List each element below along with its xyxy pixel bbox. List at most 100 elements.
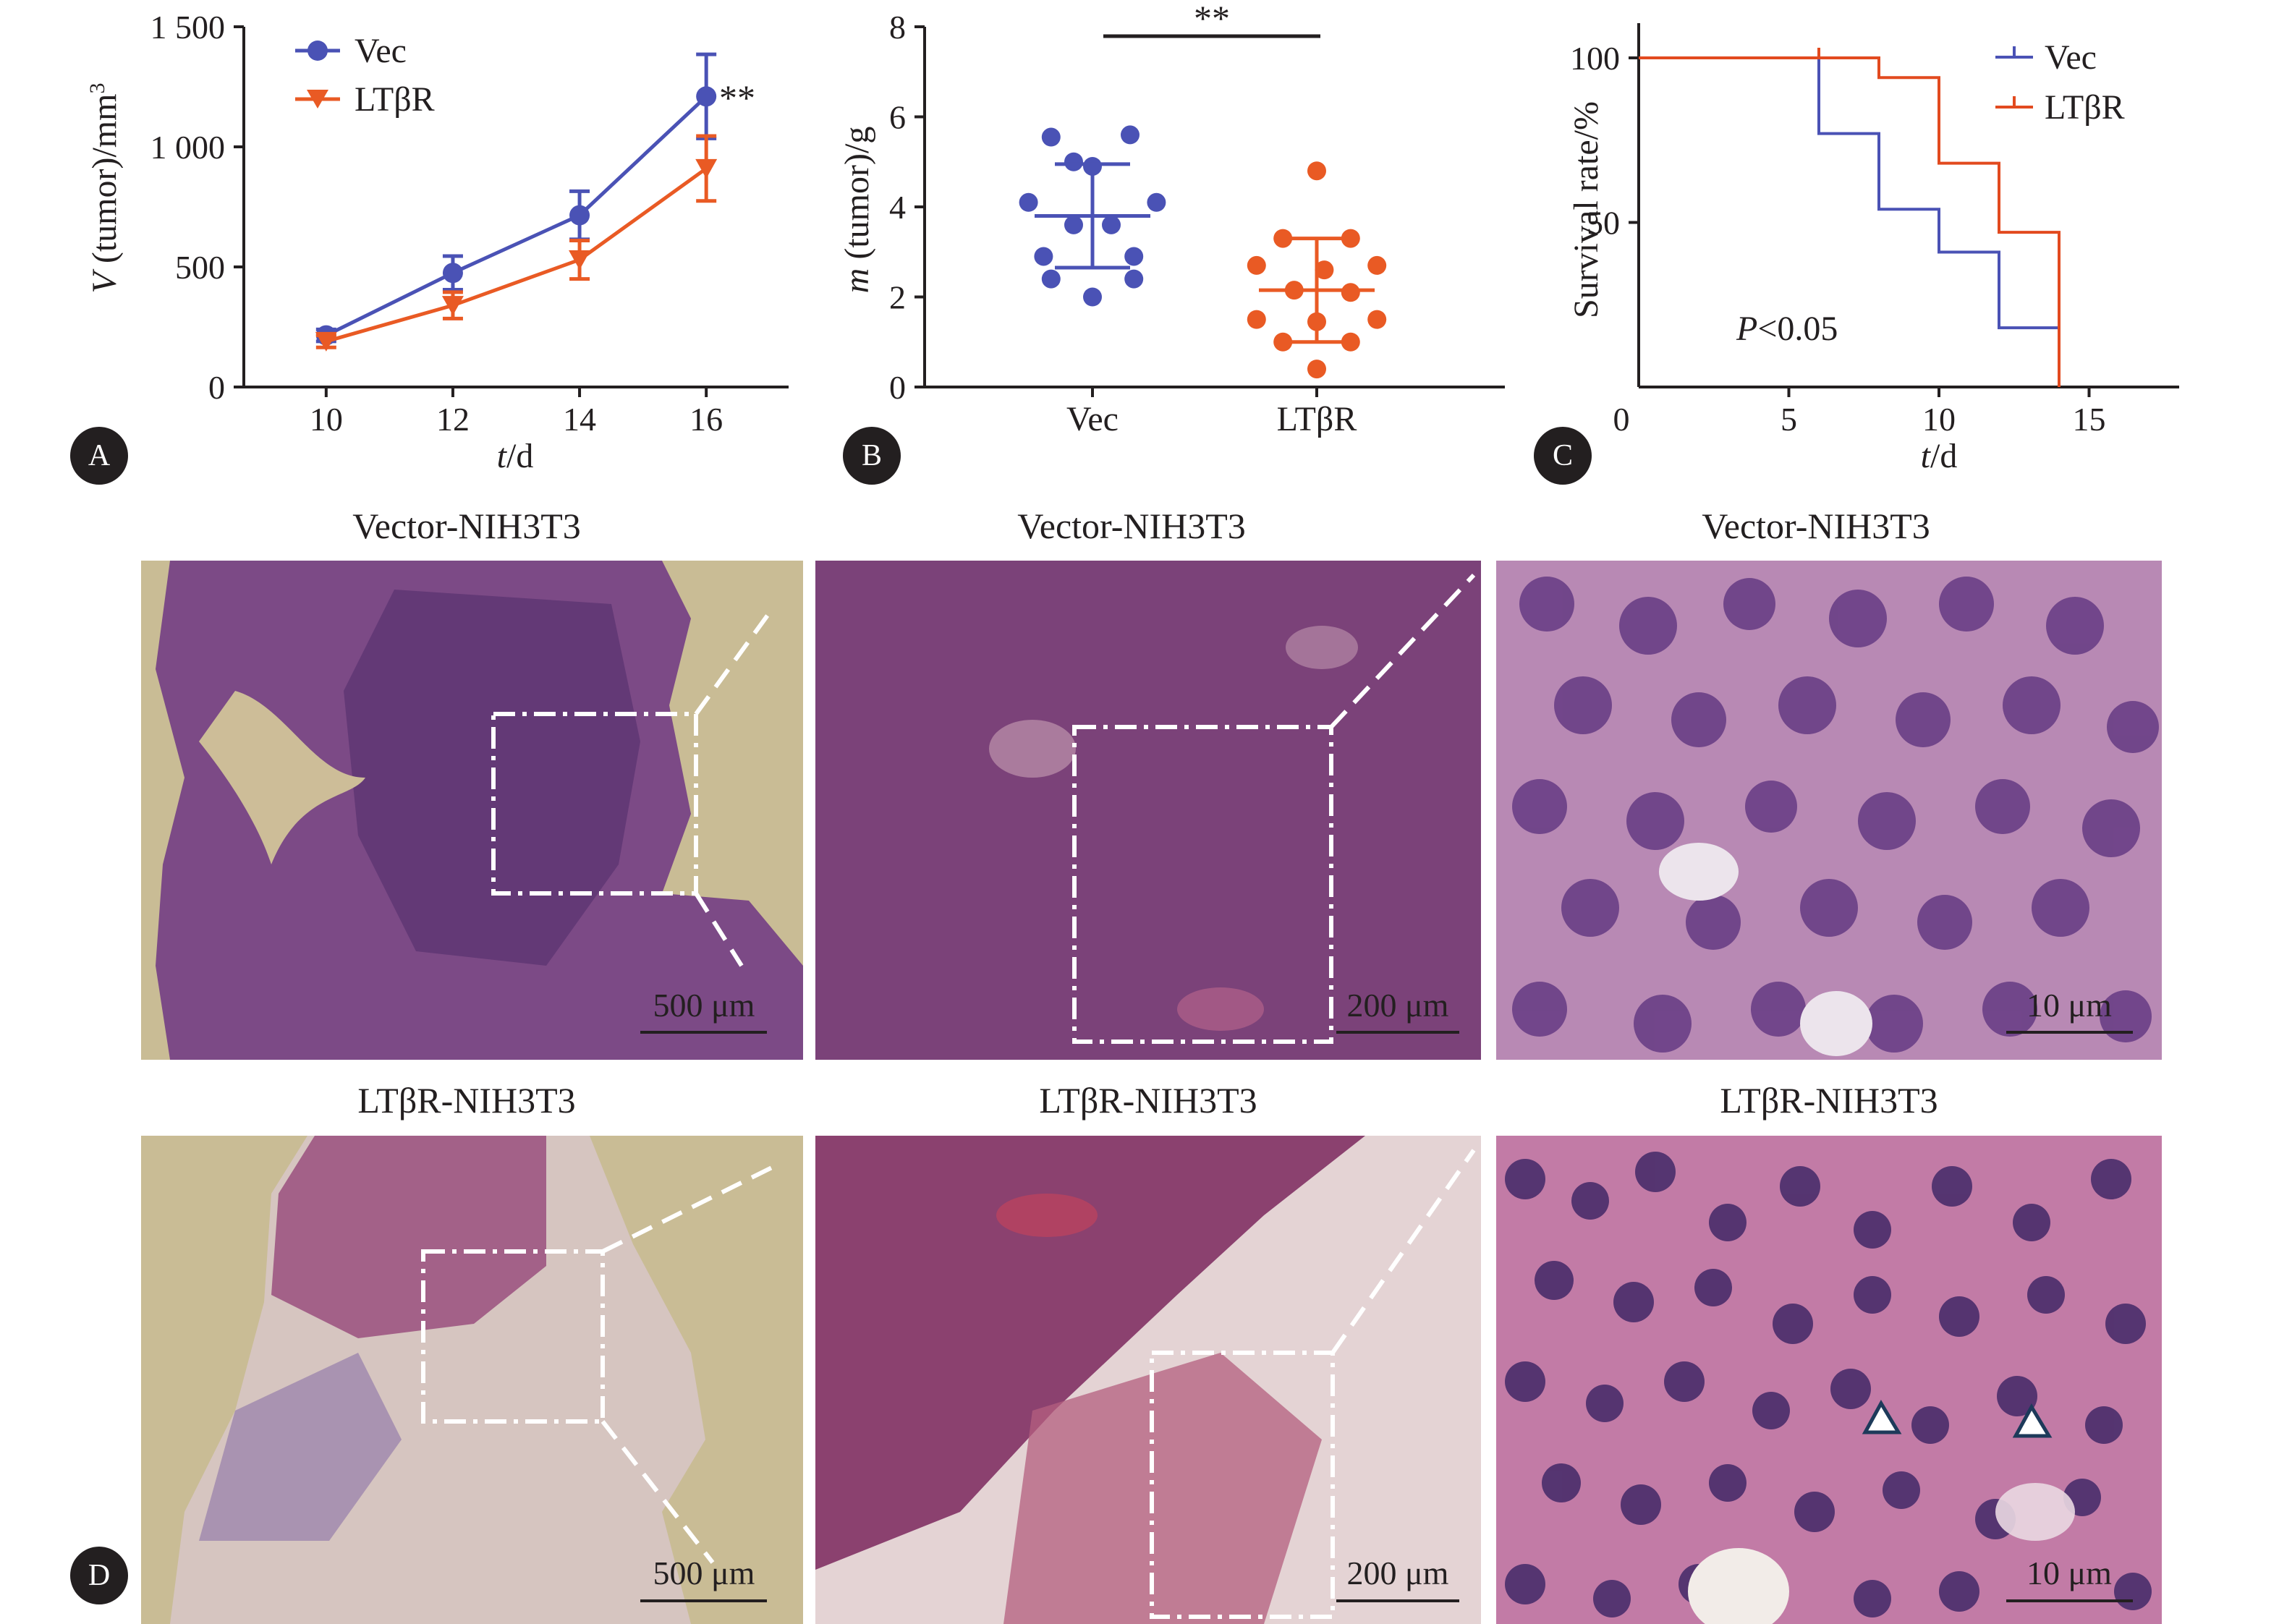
- x-tick-label-b: LTβR: [1277, 400, 1357, 438]
- scale-label: 10 μm: [2027, 1555, 2112, 1591]
- x-tick-label-c: 10: [1922, 401, 1956, 438]
- data-point-vec: [1064, 152, 1083, 171]
- x-tick-label-b: Vec: [1066, 400, 1119, 438]
- x-tick-label-a: 14: [563, 401, 596, 438]
- zoom-line-bottom: [694, 892, 744, 967]
- y-tick-label-a: 0: [208, 369, 225, 406]
- scale-label: 500 μm: [653, 987, 755, 1024]
- ylabel-a: V (tumor)/mm3: [85, 83, 124, 294]
- xlabel-a: t/d: [497, 437, 534, 475]
- pvalue-c: P<0.05: [1736, 310, 1838, 348]
- y-tick-label-b: 2: [889, 279, 906, 316]
- panel-label-d: D: [70, 1547, 128, 1604]
- significance-b: **: [1194, 0, 1230, 38]
- micrograph-vector-mid: 200 μm: [815, 561, 1481, 1060]
- data-point-vec: [696, 86, 717, 107]
- data-point-ltbr: [1307, 161, 1326, 181]
- survival-curve-ltbr: [1639, 56, 2061, 387]
- zoom-line-top: [694, 610, 773, 715]
- panel-label-a: A: [70, 427, 128, 485]
- data-point-vec: [1041, 269, 1061, 289]
- data-point-ltbr: [1367, 255, 1387, 275]
- tissue-dense: [271, 1136, 546, 1338]
- y-tick-label-a: 1 500: [150, 9, 226, 46]
- micrograph-ltbr-mid: 200 μm: [815, 1136, 1481, 1624]
- micrograph-vector-low: 500 μm: [141, 561, 803, 1060]
- legend-label-ltbr-c: LTβR: [2045, 88, 2125, 127]
- zoom-line-top: [1331, 1149, 1476, 1354]
- y-tick-label-a: 1 000: [150, 129, 226, 166]
- chart-tumor-volume: 0 500 1 000 1 500 10 12 14 16 V (tumor)/mm3 t/d…: [85, 9, 789, 475]
- zoom-box: [421, 1249, 605, 1424]
- scale-label: 10 μm: [2027, 987, 2112, 1024]
- series-line-vec: [325, 95, 708, 337]
- data-point-vec: [569, 205, 590, 226]
- legend-marker-vec: [307, 41, 328, 61]
- y-tick-label-b: 4: [889, 189, 906, 226]
- micrograph-ltbr-high: 10 μm: [1496, 1136, 2162, 1624]
- chart-survival: 50 100 0 5 10 15 Survival rate/% t/d Vec LTβR…: [1567, 23, 2179, 475]
- series-line-ltbr: [326, 166, 708, 344]
- data-point-vec: [1064, 215, 1083, 234]
- zoom-box: [491, 712, 698, 896]
- scale-label: 200 μm: [1347, 1555, 1449, 1591]
- ylabel-b: m (tumor)/g: [838, 127, 876, 294]
- chart-tumor-mass: 0 2 4 6 8 Vec LTβR m (tumor)/g **: [838, 0, 1505, 438]
- x-tick-label-c: 5: [1781, 401, 1797, 438]
- data-point-ltbr: [569, 250, 591, 271]
- y-tick-label-a: 500: [175, 249, 225, 286]
- zoom-line-bottom: [600, 1420, 715, 1564]
- survival-curve-vec: [1639, 56, 2061, 387]
- marks-a: [315, 52, 718, 352]
- zoom-box: [1150, 1351, 1335, 1619]
- data-point-ltbr: [1367, 310, 1387, 329]
- data-point-vec: [1124, 247, 1144, 266]
- y-tick-label-b: 0: [889, 369, 906, 406]
- micrograph-title-1: Vector-NIH3T3: [352, 506, 581, 546]
- legend-label-vec-c: Vec: [2045, 38, 2097, 77]
- scale-label: 500 μm: [653, 1555, 755, 1591]
- data-point-ltbr: [1247, 310, 1266, 329]
- data-point-vec: [1102, 215, 1121, 234]
- x-tick-label-c: 0: [1613, 401, 1630, 438]
- arrowhead-marker-1: [1862, 1399, 1902, 1434]
- x-tick-label-a: 10: [310, 401, 343, 438]
- data-point-ltbr: [1315, 260, 1334, 280]
- axes-a: 0 500 1 000 1 500 10 12 14 16: [150, 9, 789, 438]
- panel-label-c: C: [1534, 427, 1592, 485]
- data-point-ltbr: [441, 296, 464, 316]
- axes-b: 0 2 4 6 8 Vec LTβR: [889, 9, 1505, 438]
- data-point-ltbr: [1307, 360, 1326, 379]
- axes-c: 50 100 0 5 10 15: [1570, 23, 2179, 438]
- legend-label-ltbr: LTβR: [355, 80, 435, 119]
- x-tick-label-c: 15: [2073, 401, 2106, 438]
- y-tick-label-b: 6: [889, 99, 906, 136]
- micrograph-vector-high: 10 μm: [1496, 561, 2162, 1060]
- x-tick-label-a: 12: [436, 401, 470, 438]
- legend-label-vec: Vec: [355, 32, 407, 70]
- micrograph-ltbr-low: 500 μm: [141, 1136, 803, 1624]
- panel-label-b: B: [843, 427, 901, 485]
- arrowhead-marker-2: [2012, 1403, 2053, 1438]
- legend-a: Vec LTβR: [295, 32, 435, 119]
- data-point-vec: [442, 263, 463, 284]
- zoom-box: [1072, 725, 1333, 1044]
- marks-b: [1019, 125, 1387, 379]
- legend-marker-ltbr: [307, 90, 328, 109]
- legend-c: Vec LTβR: [1995, 38, 2125, 127]
- scale-label: 200 μm: [1347, 987, 1449, 1024]
- micrograph-title-6: LTβR-NIH3T3: [1720, 1080, 1938, 1121]
- micrograph-title-4: LTβR-NIH3T3: [357, 1080, 576, 1121]
- data-point-vec: [1041, 127, 1061, 147]
- data-point-vec: [1124, 269, 1144, 289]
- marks-c: [1639, 48, 2061, 387]
- data-point-vec: [1147, 192, 1166, 212]
- data-point-ltbr: [1341, 283, 1360, 302]
- x-tick-label-a: 16: [689, 401, 723, 438]
- micrograph-title-2: Vector-NIH3T3: [1017, 506, 1246, 546]
- micrograph-title-5: LTβR-NIH3T3: [1039, 1080, 1257, 1121]
- data-point-vec: [1019, 192, 1038, 212]
- data-point-vec: [1121, 125, 1140, 145]
- y-tick-label-c: 100: [1570, 40, 1620, 77]
- y-tick-label-b: 8: [889, 9, 906, 46]
